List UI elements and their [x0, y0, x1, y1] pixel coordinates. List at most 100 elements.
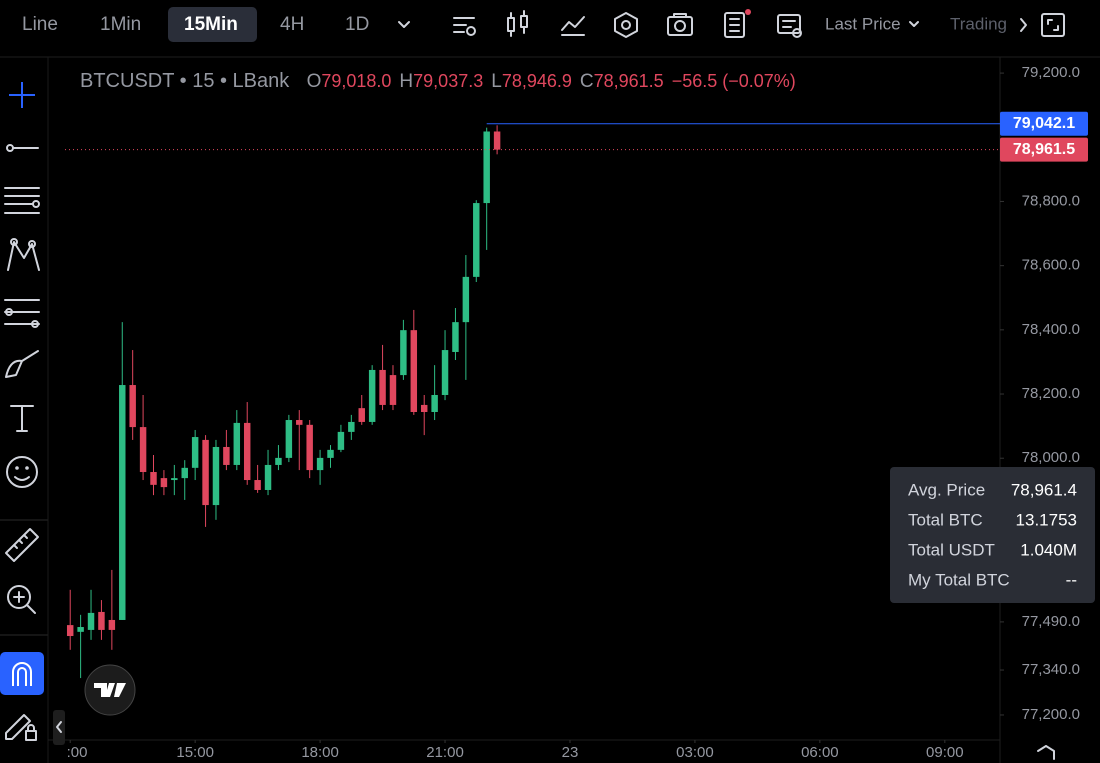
- tooltip-value: 1.040M: [1020, 540, 1077, 559]
- tooltip-label: Avg. Price: [908, 480, 985, 499]
- candle-body: [379, 369, 386, 405]
- settings-icon[interactable]: [777, 14, 802, 38]
- interval-button[interactable]: 1D: [345, 14, 369, 35]
- bottom-settings-icon[interactable]: [1037, 745, 1055, 760]
- axes: 79,200.0 78,800.0 78,600.0 78,400.0 78,200.0…: [67, 64, 1088, 761]
- tooltip-box: [890, 467, 1095, 603]
- y-tick-label: 78,200.0: [1022, 385, 1080, 402]
- interval-dropdown[interactable]: [398, 21, 410, 28]
- x-tick-label: 06:00: [801, 744, 839, 761]
- candle-body: [98, 611, 105, 630]
- ruler-tool[interactable]: [5, 528, 39, 562]
- candle-body: [452, 322, 459, 352]
- candle-body: [108, 619, 116, 630]
- calendar-icon[interactable]: [724, 9, 751, 38]
- y-tick-label: 79,200.0: [1022, 64, 1080, 81]
- zoom-tool[interactable]: [7, 585, 36, 614]
- lock-drawings-tool[interactable]: [5, 714, 37, 741]
- ohlc-label: O: [307, 71, 322, 92]
- ohlc-legend: BTCUSDT • 15 • LBank O79,018.0 H79,037.3 L…: [80, 70, 796, 92]
- candle-body: [400, 330, 407, 376]
- candle-body: [420, 404, 428, 412]
- tooltip-label: Total BTC: [908, 510, 983, 529]
- candle-body: [87, 612, 95, 630]
- x-tick-label: 03:00: [676, 744, 714, 761]
- candle-body: [77, 627, 84, 632]
- candle-body: [243, 422, 251, 481]
- templates-icon[interactable]: [614, 12, 638, 38]
- y-tick-label: 78,600.0: [1022, 257, 1080, 274]
- ohlc-value: 78,946.9: [502, 71, 572, 91]
- tooltip: Avg. Price 78,961.4 Total BTC 13.1753 Total …: [908, 480, 1077, 589]
- candle-body: [483, 131, 490, 204]
- candle-body: [462, 276, 470, 323]
- tooltip-value: 78,961.4: [1011, 480, 1077, 499]
- brush-tool[interactable]: [5, 350, 39, 378]
- candle-body: [66, 625, 74, 637]
- pattern-tool[interactable]: [7, 238, 40, 271]
- tv-logo[interactable]: [84, 664, 136, 716]
- candle-body: [337, 431, 345, 450]
- collapse-sidebar[interactable]: [53, 710, 65, 745]
- candle-body: [368, 369, 376, 422]
- snapshot-icon[interactable]: [667, 13, 693, 36]
- chart-type-icon[interactable]: [453, 17, 476, 36]
- candle-body: [389, 375, 397, 405]
- tooltip-value: --: [1066, 570, 1077, 589]
- line-tool[interactable]: [6, 144, 39, 152]
- interval-button[interactable]: Line: [22, 14, 58, 35]
- candles-icon[interactable]: [507, 10, 528, 37]
- price-source-chevron[interactable]: [909, 21, 919, 27]
- candle-body: [254, 480, 261, 490]
- crosshair-tool[interactable]: [9, 82, 35, 108]
- price-tag: [1000, 137, 1088, 162]
- candle-body: [296, 420, 303, 425]
- indicators-icon[interactable]: [561, 16, 585, 36]
- x-tick-label: 18:00: [301, 744, 339, 761]
- candle-body: [327, 449, 334, 458]
- candle-body: [493, 131, 501, 150]
- projection-tool[interactable]: [4, 299, 40, 328]
- y-tick-label: 77,340.0: [1022, 661, 1080, 678]
- symbol: BTCUSDT • 15 • LBank: [80, 70, 290, 92]
- candle-body: [306, 424, 313, 471]
- candle-body: [212, 446, 220, 506]
- fib-tool[interactable]: [4, 187, 40, 214]
- candle-body: [285, 420, 293, 458]
- ohlc-value: 79,018.0: [321, 71, 391, 91]
- tooltip-label: My Total BTC: [908, 570, 1010, 589]
- text-tool[interactable]: [10, 405, 34, 432]
- interval-button[interactable]: 4H: [280, 14, 304, 35]
- ohlc-label: H: [399, 71, 413, 92]
- candle-body: [473, 203, 480, 277]
- toolbar-next[interactable]: [1020, 18, 1027, 32]
- price-source[interactable]: Last Price: [825, 14, 901, 33]
- candle-body: [316, 457, 324, 471]
- candle-body: [139, 427, 147, 473]
- price-tag-label: 79,042.1: [1013, 115, 1075, 132]
- candle-body: [431, 394, 438, 412]
- ohlc-label: L: [491, 71, 502, 92]
- emoji-tool[interactable]: [6, 456, 38, 488]
- candle-body: [410, 330, 418, 412]
- interval-group: Line 1Min 15Min 4H 1D: [22, 14, 369, 35]
- interval-button[interactable]: 1Min: [100, 14, 141, 35]
- price-tag: [1000, 111, 1088, 136]
- x-tick-label: :00: [67, 744, 88, 761]
- magnet-icon: [12, 662, 32, 686]
- active-interval-bg: [168, 7, 257, 42]
- fullscreen-icon[interactable]: [1041, 13, 1065, 37]
- x-tick-label: 15:00: [176, 744, 214, 761]
- candle-body: [441, 350, 449, 395]
- trading-menu[interactable]: Trading: [950, 14, 1007, 33]
- candle-body: [223, 446, 230, 465]
- candle-body: [150, 472, 157, 485]
- collapse-chevron: [56, 721, 62, 733]
- x-tick-label: 21:00: [426, 744, 464, 761]
- candle-body: [119, 385, 126, 620]
- interval-button[interactable]: 15Min: [184, 14, 238, 35]
- candle-body: [358, 408, 365, 422]
- candle-body: [129, 385, 136, 428]
- magnet-tool[interactable]: [0, 652, 44, 695]
